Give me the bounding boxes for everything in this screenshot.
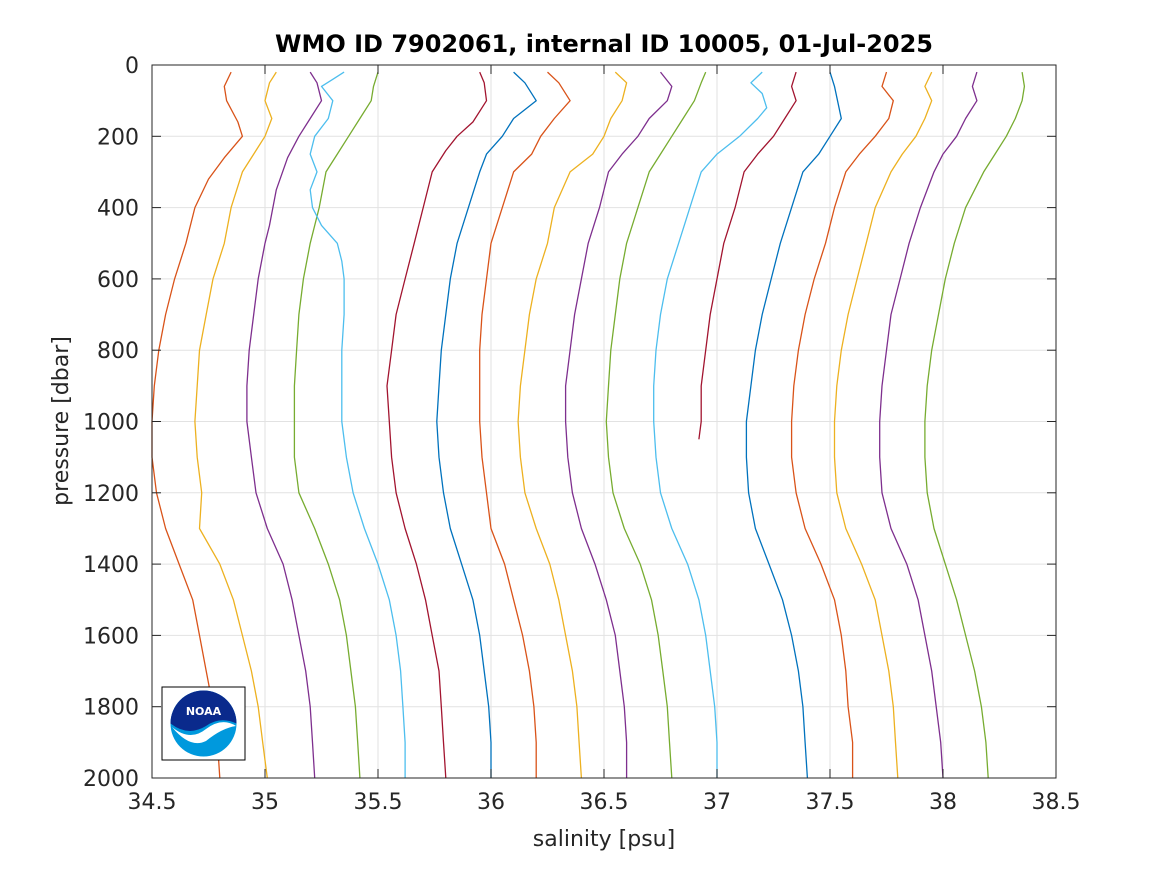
x-tick-label: 35 [251,790,279,815]
series-line-3 [246,71,323,779]
series-line-16 [833,71,933,779]
y-tick-label: 1400 [83,553,139,578]
series-line-7 [436,71,537,778]
grid-lines [151,64,1057,779]
noaa-logo: NOAA [161,686,246,761]
series-line-15 [790,71,894,778]
x-tick-label: 37.5 [806,790,855,815]
logo-upper-half [170,690,237,731]
series-layer [151,71,1026,779]
y-tick-label: 800 [97,339,139,364]
series-line-6 [386,71,488,779]
y-tick-label: 1800 [83,696,139,721]
chart-title: WMO ID 7902061, internal ID 10005, 01-Ju… [275,30,933,58]
x-tick-label: 38 [929,790,957,815]
y-tick-label: 200 [97,125,139,150]
y-tick-label: 1200 [83,482,139,507]
y-tick-label: 600 [97,268,139,293]
x-tick-label: 37 [703,790,731,815]
y-tick-label: 1600 [83,624,139,649]
x-tick-label: 34.5 [128,790,177,815]
series-line-17 [879,71,978,779]
series-line-5 [309,71,406,778]
series-line-10 [564,71,673,778]
x-axis-label: salinity [psu] [533,827,675,852]
series-line-11 [605,71,707,779]
series-line-14 [745,71,842,779]
logo-wordmark: NOAA [186,705,222,718]
logo-seagull [172,722,236,744]
y-tick-label: 2000 [83,767,139,792]
series-line-1 [151,71,244,779]
x-tick-label: 36.5 [580,790,629,815]
y-tick-label: 1000 [83,411,139,436]
series-line-18 [924,71,1026,779]
axis-ticks: 34.5 35 35.5 36 36.5 37 37.5 38 38.5 0 200 400 600 80… [83,54,1080,815]
series-line-8 [479,71,571,778]
x-tick-label: 36 [477,790,505,815]
series-line-13 [698,71,797,440]
series-line-9 [517,71,628,779]
series-line-4 [293,71,379,779]
y-tick-label: 400 [97,197,139,222]
series-line-2 [194,71,277,779]
series-line-12 [653,71,768,778]
y-tick-label: 0 [125,54,139,79]
x-tick-label: 35.5 [354,790,403,815]
y-axis-label: pressure [dbar] [49,336,74,506]
x-tick-label: 38.5 [1032,790,1081,815]
